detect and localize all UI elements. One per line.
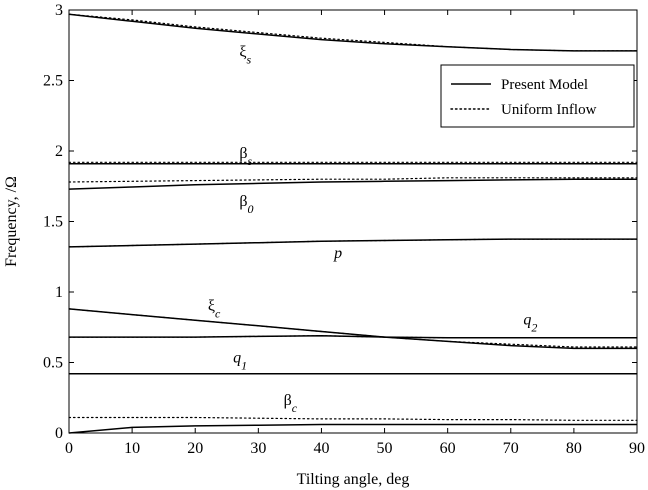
series-line-present-xi-s [68,13,637,52]
x-tick-label: 80 [566,440,582,457]
y-tick-label: 0 [55,425,63,442]
series-line-present-beta-c [68,423,637,434]
series-line-uniform-beta-0 [68,177,638,183]
y-tick-label: 1 [55,284,63,301]
legend-label: Present Model [501,77,588,93]
axes: 0 10 20 30 40 50 60 70 80 90 0 0.5 1 1.5 2 2.5 3 [43,2,645,457]
x-tick-label: 50 [377,440,393,457]
series-lines [68,13,638,434]
y-tick-label: 0.5 [43,355,63,372]
legend-label: Uniform Inflow [501,102,597,118]
annotation-beta-0: β0 [239,193,253,216]
x-axis-label: Tilting angle, deg [297,471,410,488]
x-tick-label: 40 [313,440,329,457]
y-tick-label: 2 [55,143,63,160]
series-line-present-xi-c [68,308,637,350]
x-tick-label: 90 [629,440,645,457]
legend-box [440,64,635,128]
legend: Present Model Uniform Inflow [440,64,635,128]
mode-annotations: ξs βs β0 p ξc q2 q1 βc [208,44,538,415]
x-tick-label: 10 [124,440,140,457]
series-line-uniform-xi-s [68,13,638,52]
series-line-present-beta-0 [68,178,637,190]
annotation-beta-s: βs [239,145,252,168]
y-axis-label: Frequency, /Ω [3,176,20,267]
x-tick-label: 0 [65,440,73,457]
series-line-uniform-p [68,238,638,248]
x-tick-label: 70 [503,440,519,457]
y-tick-label: 1.5 [43,214,63,231]
annotation-p: p [333,245,342,262]
annotation-xi-c: ξc [208,297,221,320]
x-tick-label: 30 [250,440,266,457]
annotation-xi-s: ξs [239,44,251,67]
y-tick-label: 3 [55,2,63,19]
annotation-beta-c: βc [284,392,298,415]
annotation-q-2: q2 [523,311,537,334]
x-tick-label: 20 [187,440,203,457]
series-line-uniform-beta-c [68,416,638,421]
annotation-q-1: q1 [233,350,247,373]
y-tick-label: 2.5 [43,73,63,90]
series-line-uniform-xi-c [68,308,638,348]
series-line-uniform-q-2 [68,335,638,339]
x-tick-label: 60 [440,440,456,457]
